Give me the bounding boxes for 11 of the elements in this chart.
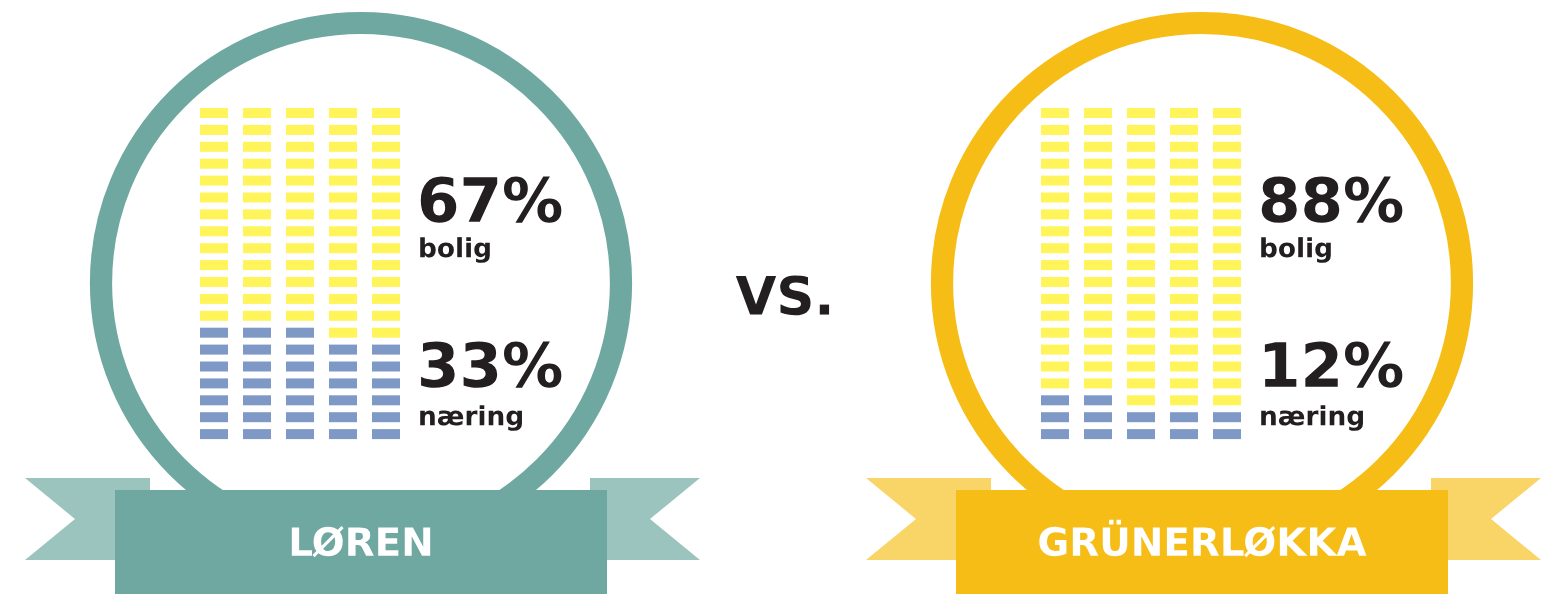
- category-label: næring: [1261, 405, 1363, 431]
- category-label: bolig: [1261, 237, 1331, 263]
- text: GRÜNERLØKKA: [1039, 519, 1367, 558]
- text: LØREN: [291, 525, 431, 558]
- data-label: 67%: [420, 176, 562, 223]
- data-label: 33%: [421, 341, 562, 388]
- data-label: 88%: [1261, 176, 1403, 223]
- data-label: 12%: [1264, 341, 1403, 388]
- category-label: bolig: [420, 237, 490, 263]
- category-label: næring: [420, 405, 522, 431]
- text: VS.: [735, 275, 830, 316]
